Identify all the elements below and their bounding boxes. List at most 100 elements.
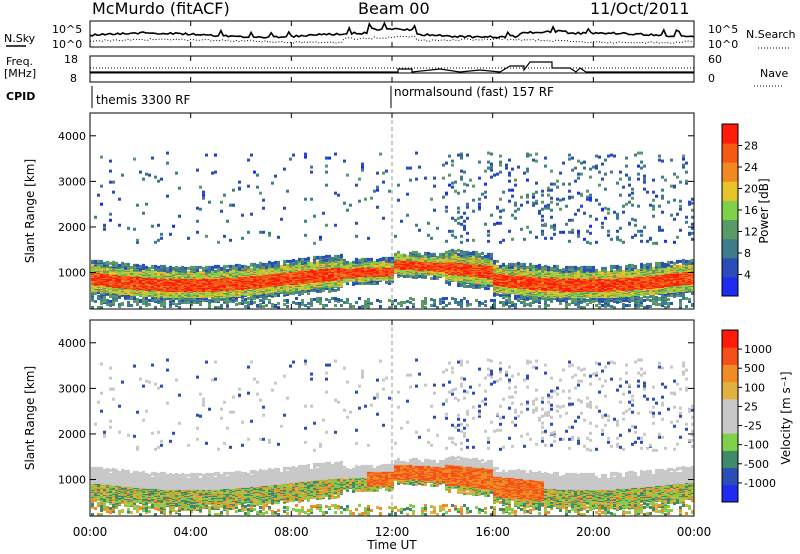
power-cell <box>352 282 355 286</box>
power-cell <box>301 257 304 261</box>
power-cell <box>406 299 409 303</box>
freq-panel: Freq. [MHz] 18 8 60 0 Nave <box>4 53 788 87</box>
power-cell <box>487 233 490 237</box>
power-cell <box>163 304 166 308</box>
power-cell <box>511 237 514 241</box>
power-cell <box>193 265 196 269</box>
power-cell <box>268 260 271 264</box>
power-cell <box>256 173 259 177</box>
power-cell <box>460 234 463 238</box>
power-cell <box>103 227 106 231</box>
power-cell <box>451 229 454 233</box>
power-cell <box>265 264 268 268</box>
power-cell <box>304 155 307 159</box>
power-cell <box>166 161 169 165</box>
power-cell <box>262 298 265 302</box>
power-cell <box>253 262 256 266</box>
power-cell <box>418 165 421 169</box>
power-cell <box>277 306 280 309</box>
power-cell <box>403 253 406 257</box>
power-cell <box>286 189 289 193</box>
power-cell <box>208 298 211 302</box>
power-cell <box>211 296 214 300</box>
power-cell <box>178 301 181 305</box>
power-cell <box>283 206 286 210</box>
power-cell <box>229 269 232 273</box>
power-cell <box>184 296 187 300</box>
power-cell <box>121 301 124 305</box>
power-cell <box>112 300 115 304</box>
power-cell <box>235 302 238 306</box>
power-cell <box>427 233 430 237</box>
power-cell <box>151 297 154 301</box>
power-cell <box>283 262 286 266</box>
power-cell <box>514 209 517 213</box>
power-cell <box>310 297 313 301</box>
power-cell <box>169 302 172 306</box>
power-cell <box>463 219 466 223</box>
power-cell <box>148 298 151 302</box>
power-cell <box>304 152 307 156</box>
power-cell <box>322 303 325 307</box>
power-cell <box>262 292 265 296</box>
nave-label: Nave <box>760 67 788 80</box>
power-cell <box>535 190 538 194</box>
power-cell <box>226 303 229 307</box>
power-cell <box>160 264 163 268</box>
power-cell <box>304 303 307 307</box>
power-cell <box>127 293 130 297</box>
power-cell <box>508 229 511 233</box>
power-cell <box>169 297 172 301</box>
power-cell <box>172 300 175 304</box>
power-cell <box>487 166 490 170</box>
power-cell <box>271 292 274 296</box>
power-cell <box>298 290 301 294</box>
power-cell <box>268 262 271 266</box>
power-cell <box>145 296 148 300</box>
power-cell <box>460 175 463 179</box>
power-cell <box>94 299 97 303</box>
power-cell <box>250 153 253 157</box>
power-cell <box>268 300 271 304</box>
power-cell <box>406 274 409 278</box>
power-cell <box>385 256 388 260</box>
power-cell <box>358 258 361 262</box>
power-cell <box>199 207 202 211</box>
power-cell <box>214 153 217 157</box>
power-cell <box>508 262 511 266</box>
power-cell <box>127 226 130 230</box>
power-cell <box>97 259 100 263</box>
power-cell <box>511 188 514 192</box>
power-cell <box>400 303 403 307</box>
power-cell <box>136 263 139 267</box>
power-cell <box>118 263 121 267</box>
power-cell <box>214 170 217 174</box>
power-cell <box>427 221 430 225</box>
power-cell <box>244 297 247 301</box>
power-cell <box>166 194 169 198</box>
power-cell <box>241 264 244 268</box>
power-cell <box>361 168 364 172</box>
power-cell <box>514 216 517 220</box>
power-cell <box>451 159 454 163</box>
power-cell <box>118 302 121 306</box>
power-cell <box>313 214 316 218</box>
power-cell <box>220 209 223 213</box>
power-cell <box>430 303 433 307</box>
power-cell <box>508 199 511 203</box>
power-cell <box>271 304 274 308</box>
power-cell <box>427 251 430 255</box>
power-cell <box>229 264 232 268</box>
power-cell <box>430 276 433 280</box>
power-cell <box>490 298 493 302</box>
power-cell <box>220 303 223 307</box>
power-cell <box>487 239 490 243</box>
power-cell <box>247 158 250 162</box>
power-cell <box>223 234 226 238</box>
power-cell <box>250 301 253 305</box>
power-cell <box>334 152 337 156</box>
power-cell <box>466 205 469 209</box>
power-cell <box>262 300 265 304</box>
power-cell <box>526 200 529 204</box>
power-cell <box>124 266 127 270</box>
